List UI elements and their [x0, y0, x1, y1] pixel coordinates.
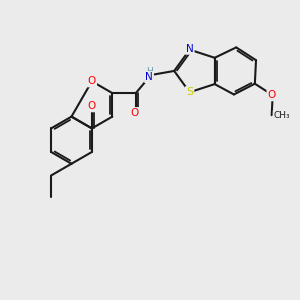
Text: O: O: [88, 101, 96, 111]
Text: CH₃: CH₃: [274, 111, 290, 120]
Text: O: O: [88, 76, 96, 86]
Text: N: N: [186, 44, 194, 54]
Text: N: N: [145, 72, 153, 82]
Text: O: O: [268, 90, 276, 100]
Text: H: H: [146, 67, 152, 76]
Text: O: O: [131, 108, 139, 118]
Text: S: S: [186, 87, 193, 97]
